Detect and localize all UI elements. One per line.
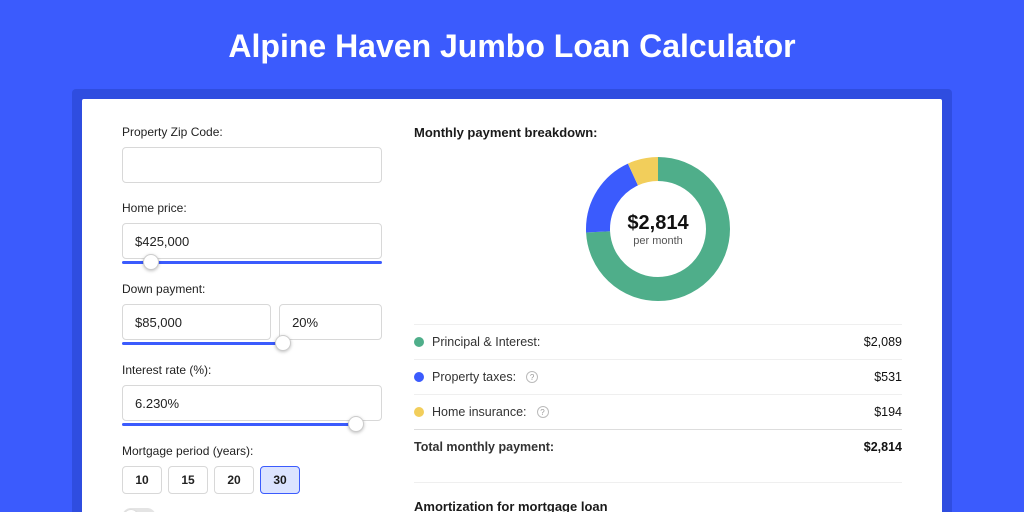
page-title: Alpine Haven Jumbo Loan Calculator: [0, 0, 1024, 89]
down-payment-percent-input[interactable]: [279, 304, 382, 340]
line-item-insurance: Home insurance: ? $194: [414, 394, 902, 429]
breakdown-title: Monthly payment breakdown:: [414, 125, 902, 140]
down-payment-slider[interactable]: [122, 342, 283, 345]
line-item-value: $2,089: [864, 335, 902, 349]
down-payment-label: Down payment:: [122, 282, 382, 296]
line-item-principal: Principal & Interest: $2,089: [414, 324, 902, 359]
donut-sub: per month: [633, 235, 683, 247]
zip-input[interactable]: [122, 147, 382, 183]
total-label: Total monthly payment:: [414, 440, 554, 454]
period-btn-20[interactable]: 20: [214, 466, 254, 494]
veteran-toggle[interactable]: [122, 508, 156, 512]
interest-rate-slider-thumb[interactable]: [348, 416, 364, 432]
line-item-label: Home insurance:: [432, 405, 527, 419]
home-price-input[interactable]: [122, 223, 382, 259]
field-interest-rate: Interest rate (%):: [122, 363, 382, 426]
line-item-value: $531: [874, 370, 902, 384]
donut-value: $2,814: [627, 212, 688, 235]
field-zip: Property Zip Code:: [122, 125, 382, 183]
amortization-title: Amortization for mortgage loan: [414, 482, 902, 512]
line-item-taxes: Property taxes: ? $531: [414, 359, 902, 394]
down-payment-slider-thumb[interactable]: [275, 335, 291, 351]
line-item-label: Property taxes:: [432, 370, 516, 384]
info-icon[interactable]: ?: [526, 371, 538, 383]
dot-taxes: [414, 372, 424, 382]
period-btn-15[interactable]: 15: [168, 466, 208, 494]
donut-center: $2,814 per month: [583, 154, 733, 304]
dot-principal: [414, 337, 424, 347]
home-price-slider[interactable]: [122, 261, 382, 264]
info-icon[interactable]: ?: [537, 406, 549, 418]
dot-insurance: [414, 407, 424, 417]
card-outer: Property Zip Code: Home price: Down paym…: [72, 89, 952, 512]
period-btn-30[interactable]: 30: [260, 466, 300, 494]
field-down-payment: Down payment:: [122, 282, 382, 345]
interest-rate-input[interactable]: [122, 385, 382, 421]
total-value: $2,814: [864, 440, 902, 454]
zip-label: Property Zip Code:: [122, 125, 382, 139]
down-payment-amount-input[interactable]: [122, 304, 271, 340]
period-btn-10[interactable]: 10: [122, 466, 162, 494]
mortgage-period-options: 10 15 20 30: [122, 466, 382, 494]
line-item-value: $194: [874, 405, 902, 419]
home-price-label: Home price:: [122, 201, 382, 215]
line-item-total: Total monthly payment: $2,814: [414, 429, 902, 464]
field-veteran: I am veteran or military: [122, 508, 382, 512]
field-mortgage-period: Mortgage period (years): 10 15 20 30: [122, 444, 382, 494]
interest-rate-label: Interest rate (%):: [122, 363, 382, 377]
calculator-card: Property Zip Code: Home price: Down paym…: [82, 99, 942, 512]
donut-chart-wrap: $2,814 per month: [414, 154, 902, 304]
field-home-price: Home price:: [122, 201, 382, 264]
interest-rate-slider[interactable]: [122, 423, 356, 426]
breakdown-column: Monthly payment breakdown: $2,814 per mo…: [414, 125, 902, 512]
donut-chart: $2,814 per month: [583, 154, 733, 304]
form-column: Property Zip Code: Home price: Down paym…: [122, 125, 382, 512]
line-item-label: Principal & Interest:: [432, 335, 540, 349]
mortgage-period-label: Mortgage period (years):: [122, 444, 382, 458]
home-price-slider-thumb[interactable]: [143, 254, 159, 270]
